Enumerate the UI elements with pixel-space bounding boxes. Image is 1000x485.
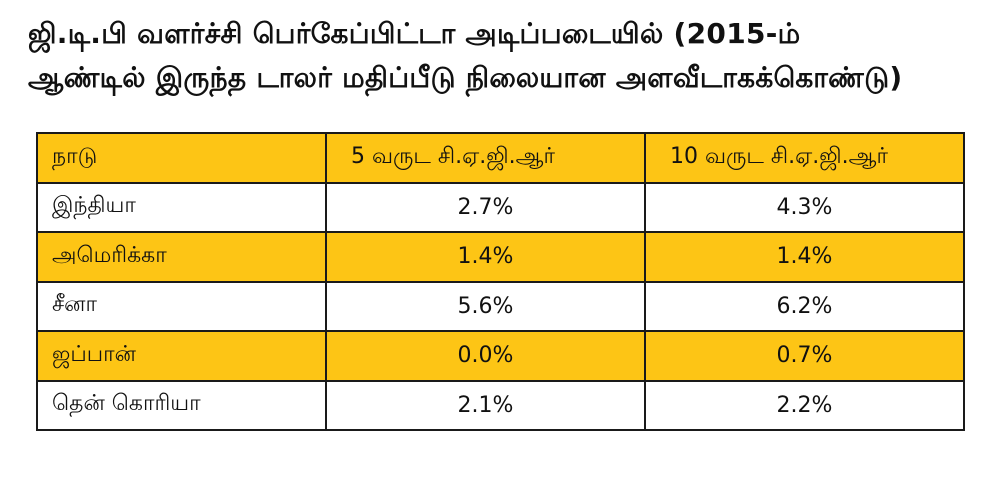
table-row: இந்தியா 2.7% 4.3% — [36, 181, 965, 233]
country-cell: இந்தியா — [36, 181, 327, 233]
cagr-5yr-cell: 1.4% — [325, 231, 646, 283]
cagr-10yr-cell: 1.4% — [644, 231, 965, 283]
header-10yr-cagr: 10 வருட சி.ஏ.ஜி.ஆர் — [644, 132, 965, 184]
header-5yr-cagr: 5 வருட சி.ஏ.ஜி.ஆர் — [325, 132, 646, 184]
country-cell: சீனா — [36, 280, 327, 332]
header-country: நாடு — [36, 132, 327, 184]
chart-title: ஜி.டி.பி வளர்ச்சி பெர்கேப்பிட்டா அடிப்பட… — [28, 12, 978, 100]
table-row: தென் கொரியா 2.1% 2.2% — [36, 379, 965, 431]
cagr-5yr-cell: 2.7% — [325, 181, 646, 233]
cagr-5yr-cell: 2.1% — [325, 379, 646, 431]
table-row: சீனா 5.6% 6.2% — [36, 280, 965, 332]
table-header-row: நாடு 5 வருட சி.ஏ.ஜி.ஆர் 10 வருட சி.ஏ.ஜி.… — [36, 132, 965, 184]
table-row: ஜப்பான் 0.0% 0.7% — [36, 330, 965, 382]
country-cell: தென் கொரியா — [36, 379, 327, 431]
cagr-5yr-cell: 5.6% — [325, 280, 646, 332]
cagr-5yr-cell: 0.0% — [325, 330, 646, 382]
title-line-1: ஜி.டி.பி வளர்ச்சி பெர்கேப்பிட்டா அடிப்பட… — [28, 17, 801, 50]
cagr-10yr-cell: 6.2% — [644, 280, 965, 332]
cagr-10yr-cell: 2.2% — [644, 379, 965, 431]
table-row: அமெரிக்கா 1.4% 1.4% — [36, 231, 965, 283]
title-line-2: ஆண்டில் இருந்த டாலர் மதிப்பீடு நிலையான அ… — [28, 61, 903, 94]
country-cell: அமெரிக்கா — [36, 231, 327, 283]
gdp-growth-table: நாடு 5 வருட சி.ஏ.ஜி.ஆர் 10 வருட சி.ஏ.ஜி.… — [36, 132, 965, 431]
cagr-10yr-cell: 4.3% — [644, 181, 965, 233]
cagr-10yr-cell: 0.7% — [644, 330, 965, 382]
country-cell: ஜப்பான் — [36, 330, 327, 382]
